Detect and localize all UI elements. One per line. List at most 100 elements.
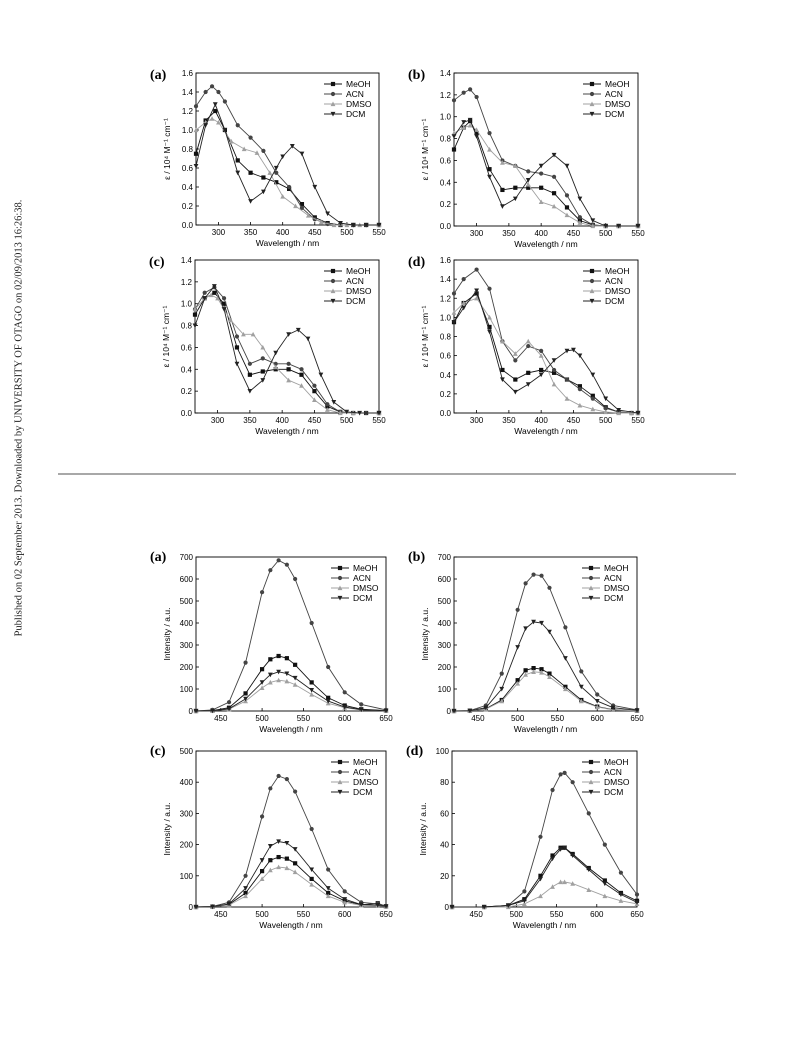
data-point: [461, 120, 467, 125]
data-point: [538, 199, 544, 205]
data-point: [221, 307, 227, 312]
series-MeOH: [451, 291, 641, 416]
data-point: [261, 148, 266, 153]
data-point: [276, 653, 281, 659]
data-point: [260, 344, 266, 350]
chart-panel-7: 450 500 550 600 650 0 20 40 60 80 100 Wavelength / …: [406, 744, 644, 930]
data-point: [202, 290, 207, 295]
y-axis-label: ε / 10⁴ M⁻¹ cm⁻¹: [161, 305, 171, 367]
data-point: [539, 348, 544, 353]
data-point: [590, 396, 595, 401]
legend-label: MeOH: [605, 266, 630, 276]
data-point: [558, 847, 563, 852]
x-tick-label: 450: [214, 714, 228, 723]
data-point: [515, 681, 521, 686]
legend-label: ACN: [605, 276, 623, 286]
data-point: [243, 660, 248, 665]
data-point: [331, 222, 337, 228]
y-tick-label: 0.0: [182, 221, 194, 230]
legend-label: DCM: [346, 109, 365, 119]
plot-frame: [453, 556, 638, 712]
data-point: [222, 99, 227, 104]
data-point: [260, 378, 266, 383]
data-point: [577, 215, 582, 220]
series-DCM: [451, 619, 640, 714]
y-tick-label: 100: [438, 685, 452, 694]
legend-marker: [588, 759, 594, 765]
y-tick-label: 600: [180, 575, 194, 584]
y-tick-label: 0: [447, 707, 452, 716]
series-DCM: [451, 117, 641, 229]
data-point: [550, 787, 555, 793]
data-point: [577, 353, 583, 359]
data-point: [273, 350, 279, 356]
data-point: [577, 384, 582, 389]
y-tick-label: 1.4: [182, 88, 194, 97]
data-point: [634, 708, 640, 713]
y-tick-label: 500: [438, 597, 452, 606]
data-point: [525, 181, 531, 187]
x-tick-label: 400: [276, 228, 290, 237]
x-tick-label: 500: [255, 910, 269, 919]
data-point: [500, 377, 505, 383]
legend-label: DMSO: [353, 777, 379, 787]
data-point: [260, 356, 265, 361]
data-point: [226, 901, 232, 907]
y-tick-label: 700: [180, 553, 194, 562]
x-tick-label: 300: [212, 228, 226, 237]
data-point: [579, 669, 584, 674]
x-tick-label: 350: [244, 228, 258, 237]
data-point: [474, 288, 479, 294]
y-tick-label: 1.4: [440, 275, 452, 284]
data-point: [358, 902, 364, 908]
data-point: [342, 889, 347, 894]
legend-label: DCM: [605, 296, 624, 306]
data-point: [461, 90, 466, 95]
series-line: [453, 289, 639, 414]
plot-frame: [195, 556, 387, 712]
data-point: [461, 300, 467, 306]
data-point: [273, 367, 278, 372]
legend-label: MeOH: [346, 79, 371, 89]
y-tick-label: 0.2: [181, 387, 193, 396]
data-point: [610, 705, 616, 711]
data-point: [241, 146, 247, 152]
data-point: [209, 116, 215, 121]
data-point: [451, 320, 457, 325]
data-point: [342, 897, 348, 902]
legend-marker: [589, 298, 595, 304]
x-tick-label: 350: [502, 229, 516, 238]
legend-marker: [330, 278, 336, 284]
data-point: [212, 290, 217, 295]
data-point: [273, 165, 279, 171]
data-point: [248, 170, 253, 175]
legend-marker: [588, 789, 594, 795]
legend-label: DCM: [604, 593, 623, 603]
data-point: [451, 98, 457, 103]
data-point: [531, 669, 536, 674]
series-line: [195, 679, 387, 712]
data-point: [250, 331, 256, 337]
data-point: [521, 901, 527, 906]
chart-panel-2: 300 350 400 450 500 550 0.0 0.2 0.4 0.6 0.8 1.0 1.2 1…: [149, 255, 386, 436]
data-point: [602, 878, 607, 883]
y-axis-label: Intensity / a.u.: [418, 803, 428, 856]
x-tick-label: 300: [470, 416, 484, 425]
series-line: [194, 292, 379, 414]
legend-marker: [589, 91, 595, 97]
legend-marker: [589, 268, 595, 274]
y-tick-label: 0.0: [440, 222, 452, 231]
series-MeOH: [193, 653, 389, 714]
data-point: [474, 291, 479, 296]
data-point: [634, 900, 640, 905]
data-point: [212, 102, 218, 107]
x-tick-label: 450: [567, 416, 581, 425]
data-point: [618, 898, 624, 903]
series-MeOH: [192, 290, 382, 416]
x-tick-label: 500: [511, 714, 525, 723]
x-axis-label: Wavelength / nm: [259, 920, 322, 930]
x-tick-label: 600: [590, 910, 604, 919]
x-tick-label: 450: [471, 714, 485, 723]
x-axis-label: Wavelength / nm: [259, 724, 322, 734]
